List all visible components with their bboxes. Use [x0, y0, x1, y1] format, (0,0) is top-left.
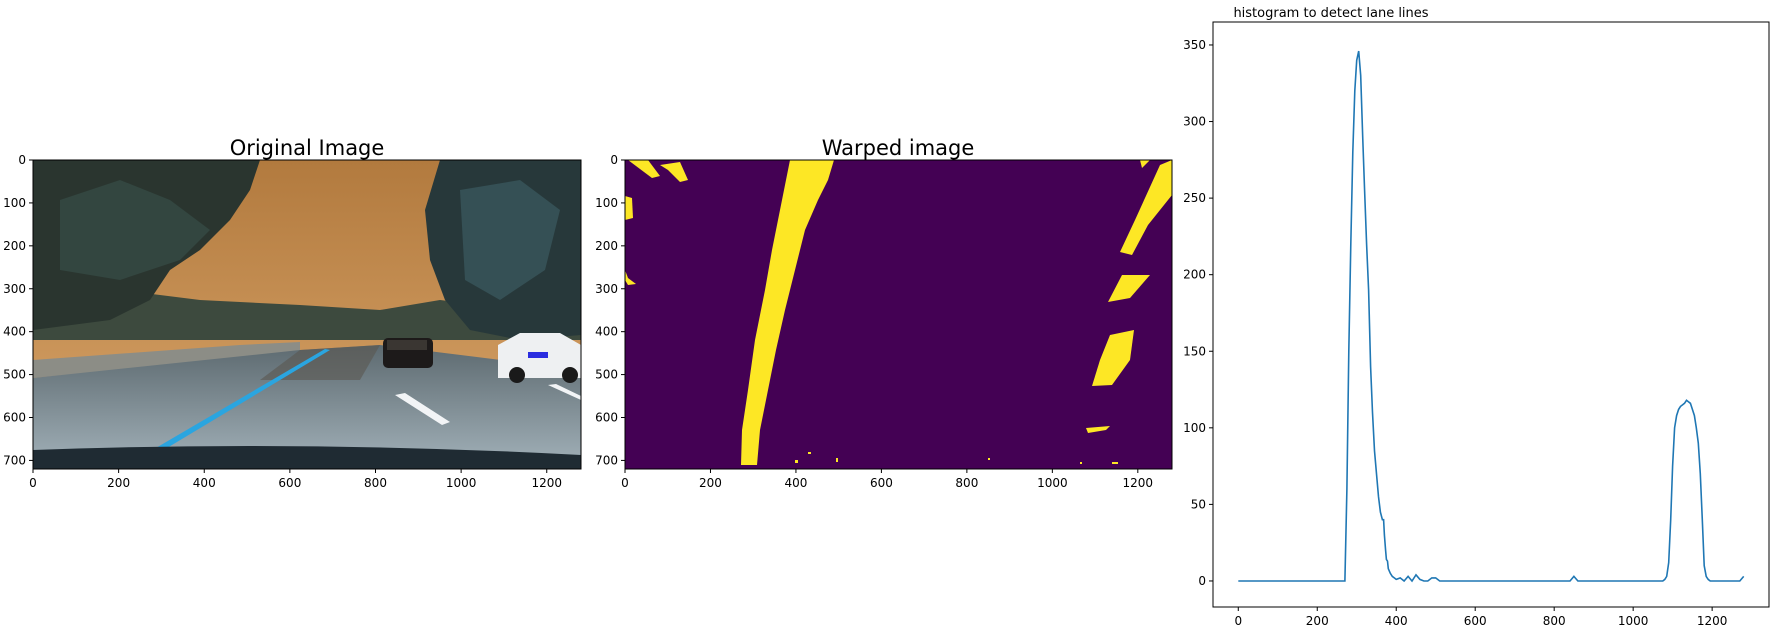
warped-image-panel: Warped image 0 200 400 600 800 1000 1200 0 100 20…	[595, 136, 1173, 490]
histogram-series-line	[1238, 50, 1745, 583]
warped-y-tick-label: 0	[610, 153, 618, 167]
original-x-tick-label: 400	[193, 476, 216, 490]
original-y-tick-label: 400	[3, 325, 26, 339]
chart-title: histogram to detect lane lines	[1233, 6, 1428, 21]
right-lane-blob-bottom	[1092, 330, 1134, 386]
original-image-ticks: 0 200 400 600 800 1000 1200 0 100 200 300 400 500 600…	[3, 153, 562, 490]
x-tick-label: 1200	[1697, 614, 1728, 628]
warped-y-tick-label: 100	[595, 196, 618, 210]
original-image-panel: Original Image	[3, 136, 582, 490]
original-y-tick-label: 700	[3, 453, 26, 467]
right-lane-blob-top	[1120, 160, 1172, 255]
original-y-tick-label: 600	[3, 411, 26, 425]
warped-x-tick-label: 1200	[1123, 476, 1154, 490]
y-tick-label: 250	[1183, 191, 1206, 205]
original-y-tick-label: 0	[18, 153, 26, 167]
original-image-frame	[32, 159, 582, 470]
road-photo	[33, 160, 581, 469]
original-y-tick-label: 200	[3, 239, 26, 253]
x-tick-label: 200	[1306, 614, 1329, 628]
x-tick-label: 400	[1385, 614, 1408, 628]
warped-x-tick-label: 400	[784, 476, 807, 490]
y-tick-label: 0	[1198, 574, 1206, 588]
original-x-tick-label: 600	[278, 476, 301, 490]
y-tick-label: 100	[1183, 421, 1206, 435]
y-tick-label: 150	[1183, 344, 1206, 358]
original-x-tick-label: 0	[29, 476, 37, 490]
warped-y-tick-label: 400	[595, 325, 618, 339]
warped-image-title: Warped image	[822, 136, 975, 160]
y-tick-label: 350	[1183, 38, 1206, 52]
warped-x-tick-label: 0	[621, 476, 629, 490]
plot-frame	[1212, 21, 1770, 608]
original-y-tick-label: 100	[3, 196, 26, 210]
warped-image-ticks: 0 200 400 600 800 1000 1200 0 100 200 300 400 500 600…	[595, 153, 1153, 490]
x-tick-label: 600	[1464, 614, 1487, 628]
warped-binary-image	[625, 160, 1172, 469]
original-y-tick-label: 500	[3, 368, 26, 382]
warped-x-tick-label: 1000	[1037, 476, 1068, 490]
left-lane-blob	[741, 160, 834, 465]
histogram-axes: 0 200 400 600 800 1000 1200 0 50 100 150 200 250 300 3…	[1183, 38, 1727, 628]
warped-x-tick-label: 800	[955, 476, 978, 490]
original-x-tick-label: 1200	[531, 476, 562, 490]
warped-y-tick-label: 200	[595, 239, 618, 253]
warped-y-tick-label: 300	[595, 282, 618, 296]
original-x-tick-label: 200	[107, 476, 130, 490]
warped-x-tick-label: 200	[699, 476, 722, 490]
histogram-chart: histogram to detect lane lines 0 200 400 60…	[1183, 6, 1770, 628]
warped-x-tick-label: 600	[870, 476, 893, 490]
warped-y-tick-label: 600	[595, 411, 618, 425]
y-tick-label: 300	[1183, 115, 1206, 129]
warped-image-frame	[624, 159, 1173, 470]
original-image-title: Original Image	[230, 136, 385, 160]
original-x-tick-label: 1000	[446, 476, 477, 490]
x-tick-label: 1000	[1618, 614, 1649, 628]
y-tick-label: 200	[1183, 268, 1206, 282]
x-tick-label: 0	[1234, 614, 1242, 628]
warped-y-tick-label: 700	[595, 453, 618, 467]
x-tick-label: 800	[1543, 614, 1566, 628]
warped-y-tick-label: 500	[595, 368, 618, 382]
y-tick-label: 50	[1191, 497, 1206, 511]
original-y-tick-label: 300	[3, 282, 26, 296]
original-x-tick-label: 800	[364, 476, 387, 490]
